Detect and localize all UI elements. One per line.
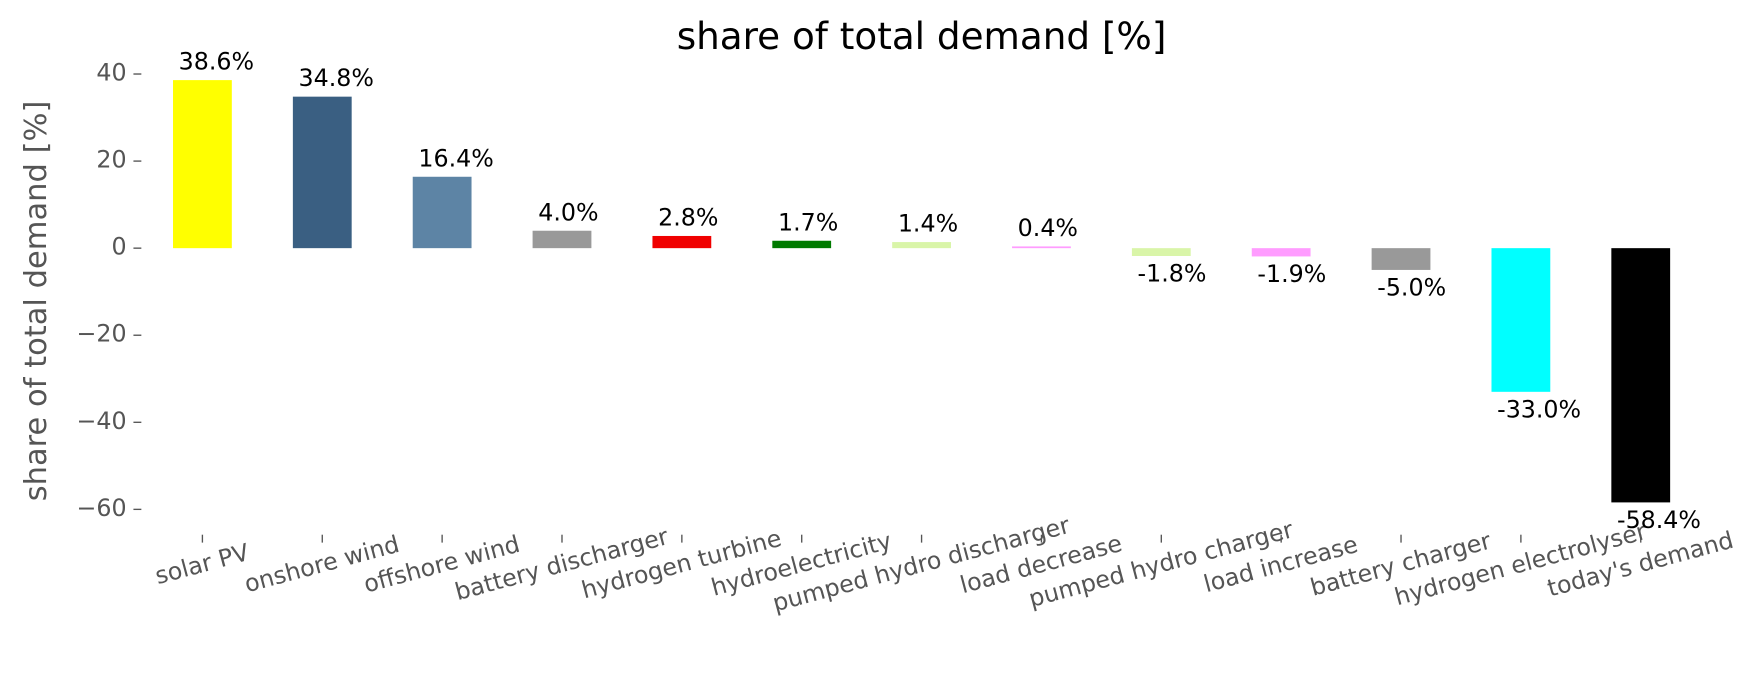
bar xyxy=(1611,248,1671,503)
value-label: -58.4% xyxy=(1617,506,1701,534)
y-axis-label: share of total demand [%] xyxy=(19,101,54,502)
value-label: -1.8% xyxy=(1138,260,1207,288)
bar xyxy=(1491,248,1551,392)
value-label: 1.4% xyxy=(898,210,958,238)
value-label: 34.8% xyxy=(299,64,374,92)
chart-title: share of total demand [%] xyxy=(677,14,1167,58)
bar xyxy=(532,230,592,249)
bar xyxy=(173,80,232,249)
value-label: 2.8% xyxy=(658,204,718,232)
y-tick-label: −20 xyxy=(77,320,127,348)
bar xyxy=(412,176,472,249)
value-label: 1.7% xyxy=(778,208,838,236)
value-label: 38.6% xyxy=(179,48,254,76)
value-label: -1.9% xyxy=(1257,260,1326,288)
bar xyxy=(652,235,712,249)
bar xyxy=(1251,248,1311,257)
y-tick-label: −40 xyxy=(77,407,127,435)
value-label: 0.4% xyxy=(1018,214,1078,242)
bar xyxy=(772,240,832,249)
y-tick-label: −60 xyxy=(77,494,127,522)
value-label: -33.0% xyxy=(1497,396,1581,424)
x-tick-label: solar PV xyxy=(152,538,253,590)
value-label: 4.0% xyxy=(538,198,598,226)
y-tick-label: 40 xyxy=(96,59,126,87)
y-tick-label: 20 xyxy=(96,146,126,174)
bar xyxy=(1012,246,1071,249)
bar xyxy=(1131,248,1191,256)
y-tick-label: 0 xyxy=(112,233,127,261)
bar xyxy=(292,96,352,249)
bar xyxy=(892,242,951,249)
value-label: 16.4% xyxy=(418,144,493,172)
bar xyxy=(1371,248,1431,270)
value-label: -5.0% xyxy=(1377,274,1446,302)
